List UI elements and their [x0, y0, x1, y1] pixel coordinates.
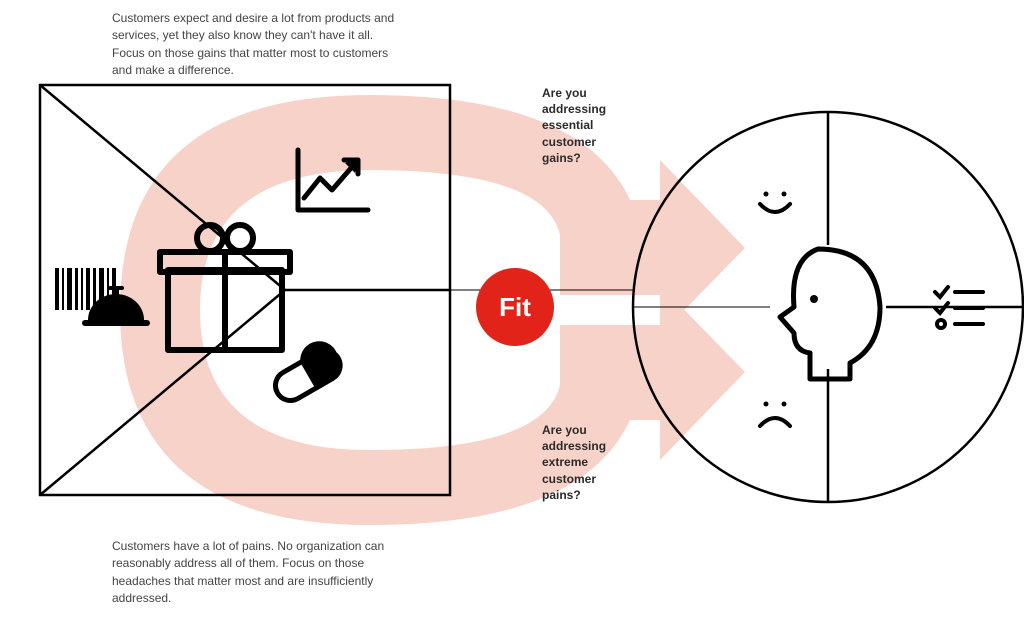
diagram-stage: Customers expect and desire a lot from p… — [0, 0, 1024, 627]
pains-caption: Customers have a lot of pains. No organi… — [112, 538, 402, 608]
ask-gains: Are you addressing essential customer ga… — [542, 85, 632, 166]
ask-pains: Are you addressing extreme customer pain… — [542, 422, 632, 503]
gains-caption: Customers expect and desire a lot from p… — [112, 10, 402, 80]
fit-badge: Fit — [476, 268, 554, 346]
fit-label: Fit — [499, 292, 531, 323]
